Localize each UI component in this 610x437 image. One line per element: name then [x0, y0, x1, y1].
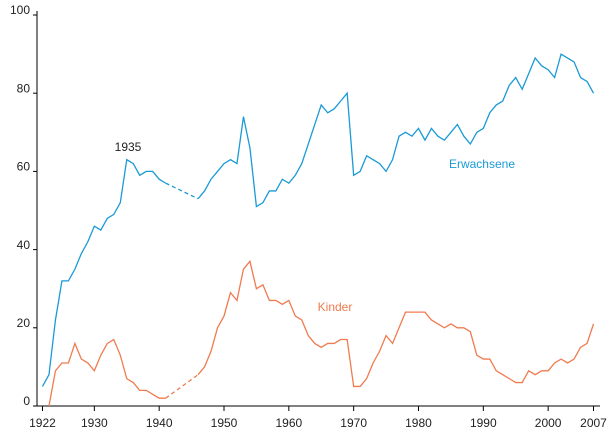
x-tick-label: 1970	[340, 416, 367, 430]
y-tick-label: 20	[17, 316, 31, 330]
series-label: Erwachsene	[449, 157, 515, 171]
y-tick-label: 80	[17, 81, 31, 95]
x-tick-label: 1990	[470, 416, 497, 430]
x-tick-label: 1940	[146, 416, 173, 430]
series-line	[41, 53, 595, 387]
gap-bridge	[165, 182, 199, 200]
x-tick-label: 1930	[81, 416, 108, 430]
series-label: Kinder	[318, 300, 353, 314]
gap-bridge	[165, 374, 199, 399]
x-tick-label: 1950	[211, 416, 238, 430]
x-tick-label: 1980	[405, 416, 432, 430]
x-tick-label: 2000	[535, 416, 562, 430]
x-tick-label: 1922	[29, 416, 56, 430]
y-tick-label: 0	[23, 394, 30, 408]
annotation: 1935	[115, 140, 142, 154]
x-tick-label: 2007	[580, 416, 607, 430]
series-line	[48, 259, 595, 407]
y-tick-label: 100	[10, 3, 30, 17]
y-tick-label: 40	[17, 238, 31, 252]
y-tick-label: 60	[17, 160, 31, 174]
x-tick-label: 1960	[275, 416, 302, 430]
